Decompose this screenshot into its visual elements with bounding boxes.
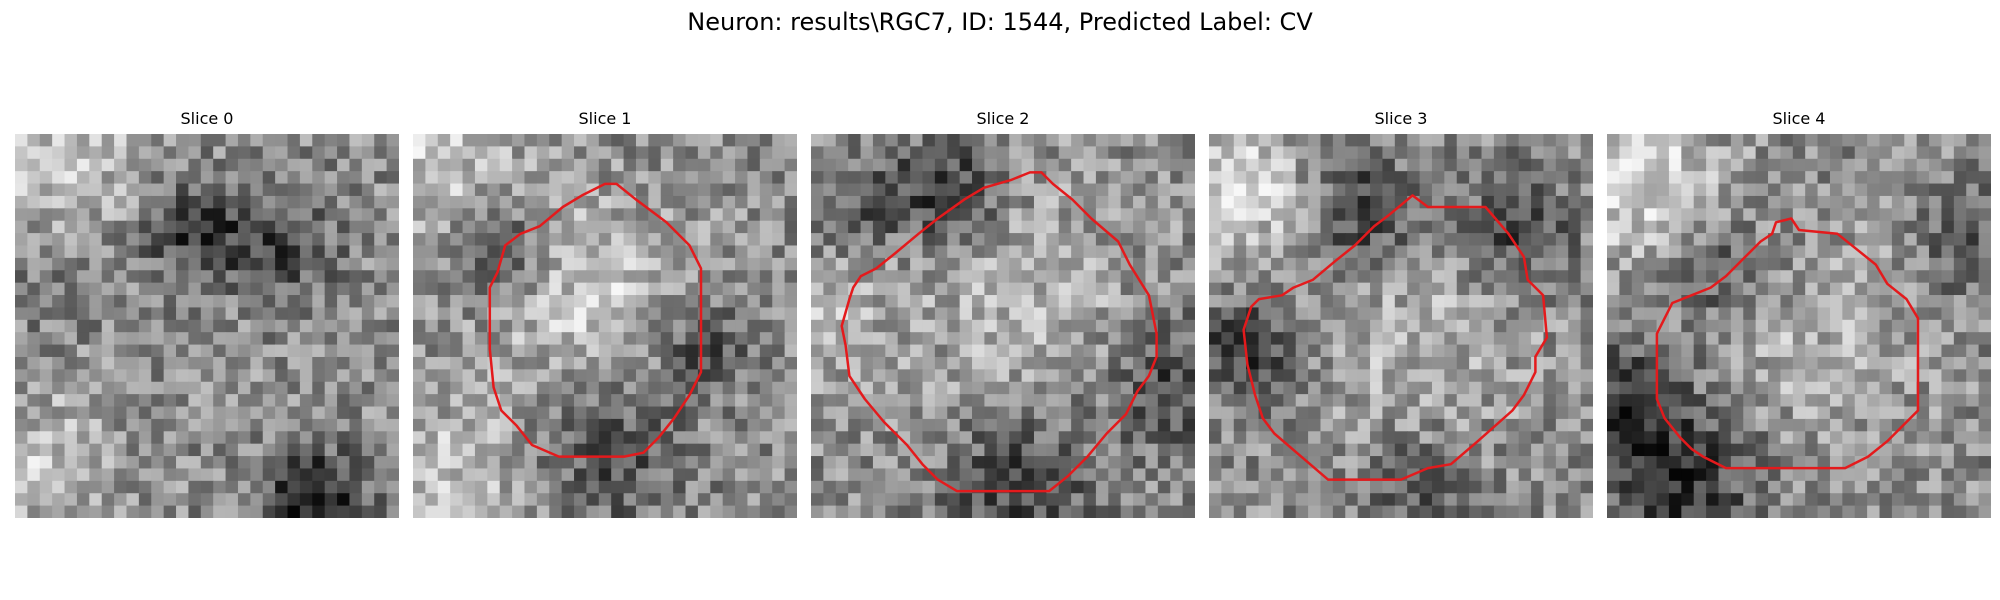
pixel-grid: [811, 134, 1195, 518]
slice-panel-0: Slice 0: [15, 108, 399, 522]
slice-panel-3: Slice 3: [1209, 108, 1593, 522]
slice-image-0: [15, 134, 399, 518]
slice-title-4: Slice 4: [1607, 108, 1991, 130]
slice-image-4: [1607, 134, 1991, 518]
pixel-grid: [1607, 134, 1991, 518]
slice-panel-4: Slice 4: [1607, 108, 1991, 522]
slice-image-3: [1209, 134, 1593, 518]
slice-title-0: Slice 0: [15, 108, 399, 130]
pixel-grid: [15, 134, 399, 518]
slice-title-2: Slice 2: [811, 108, 1195, 130]
pixel-grid: [1209, 134, 1593, 518]
slice-panel-1: Slice 1: [413, 108, 797, 522]
pixel-grid: [413, 134, 797, 518]
slice-panel-2: Slice 2: [811, 108, 1195, 522]
slice-title-1: Slice 1: [413, 108, 797, 130]
slice-image-1: [413, 134, 797, 518]
slice-title-3: Slice 3: [1209, 108, 1593, 130]
slice-image-2: [811, 134, 1195, 518]
